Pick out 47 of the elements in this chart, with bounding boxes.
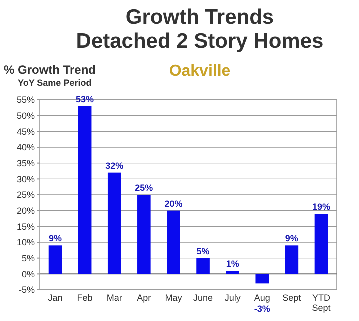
bar xyxy=(256,274,270,284)
y-tick-label: 15% xyxy=(16,222,35,232)
y-tick-label: 5% xyxy=(22,253,35,264)
y-tick-label: 35% xyxy=(16,158,35,168)
bar xyxy=(108,172,122,274)
y-tick-label: 55% xyxy=(16,95,35,106)
data-label: 19% xyxy=(312,202,330,212)
x-tick-label: Feb xyxy=(77,293,93,303)
data-label: 9% xyxy=(285,234,298,244)
x-tick-label: Mar xyxy=(106,293,122,303)
bar xyxy=(314,214,328,274)
data-label: 9% xyxy=(49,234,62,244)
bar xyxy=(167,210,180,274)
y-tick-label: 25% xyxy=(16,190,35,200)
bar xyxy=(226,271,240,274)
y-tick-label: 20% xyxy=(16,206,35,216)
x-tick-label: July xyxy=(224,293,242,303)
y-axis-title: % Growth Trend xyxy=(4,63,96,77)
bar xyxy=(138,195,151,274)
data-label: 1% xyxy=(226,259,240,269)
bar xyxy=(48,246,62,274)
y-tick-label: 40% xyxy=(16,142,35,153)
x-tick-label: Apr xyxy=(137,293,152,303)
bar xyxy=(196,258,210,274)
data-label: -3% xyxy=(254,304,270,314)
x-tick-label: YTD Sept xyxy=(312,293,332,313)
data-label: 25% xyxy=(135,183,154,193)
x-tick-label: Sept xyxy=(282,293,302,303)
data-label: 32% xyxy=(106,160,124,171)
y-tick-label: 30% xyxy=(16,174,35,184)
data-label: 5% xyxy=(196,246,210,256)
y-tick-label: 50% xyxy=(16,110,35,121)
x-tick-label: Jan xyxy=(48,293,63,303)
y-tick-label: 45% xyxy=(16,126,35,137)
bar xyxy=(285,246,299,274)
data-label: 20% xyxy=(164,198,183,209)
y-tick-label: 10% xyxy=(16,238,35,248)
x-tick-label: May xyxy=(165,293,183,303)
chart-subtitle: Oakville xyxy=(169,63,231,80)
text: YoY Same Period xyxy=(18,78,92,88)
data-label: 53% xyxy=(76,94,94,104)
chart-title: Growth Trends Detached 2 Story Homes xyxy=(76,6,324,53)
y-tick-label: -5% xyxy=(18,285,35,296)
bar xyxy=(78,106,92,274)
x-tick-label: Aug xyxy=(254,293,270,303)
y-tick-label: 0% xyxy=(22,269,35,280)
x-tick-label: June xyxy=(194,293,214,303)
